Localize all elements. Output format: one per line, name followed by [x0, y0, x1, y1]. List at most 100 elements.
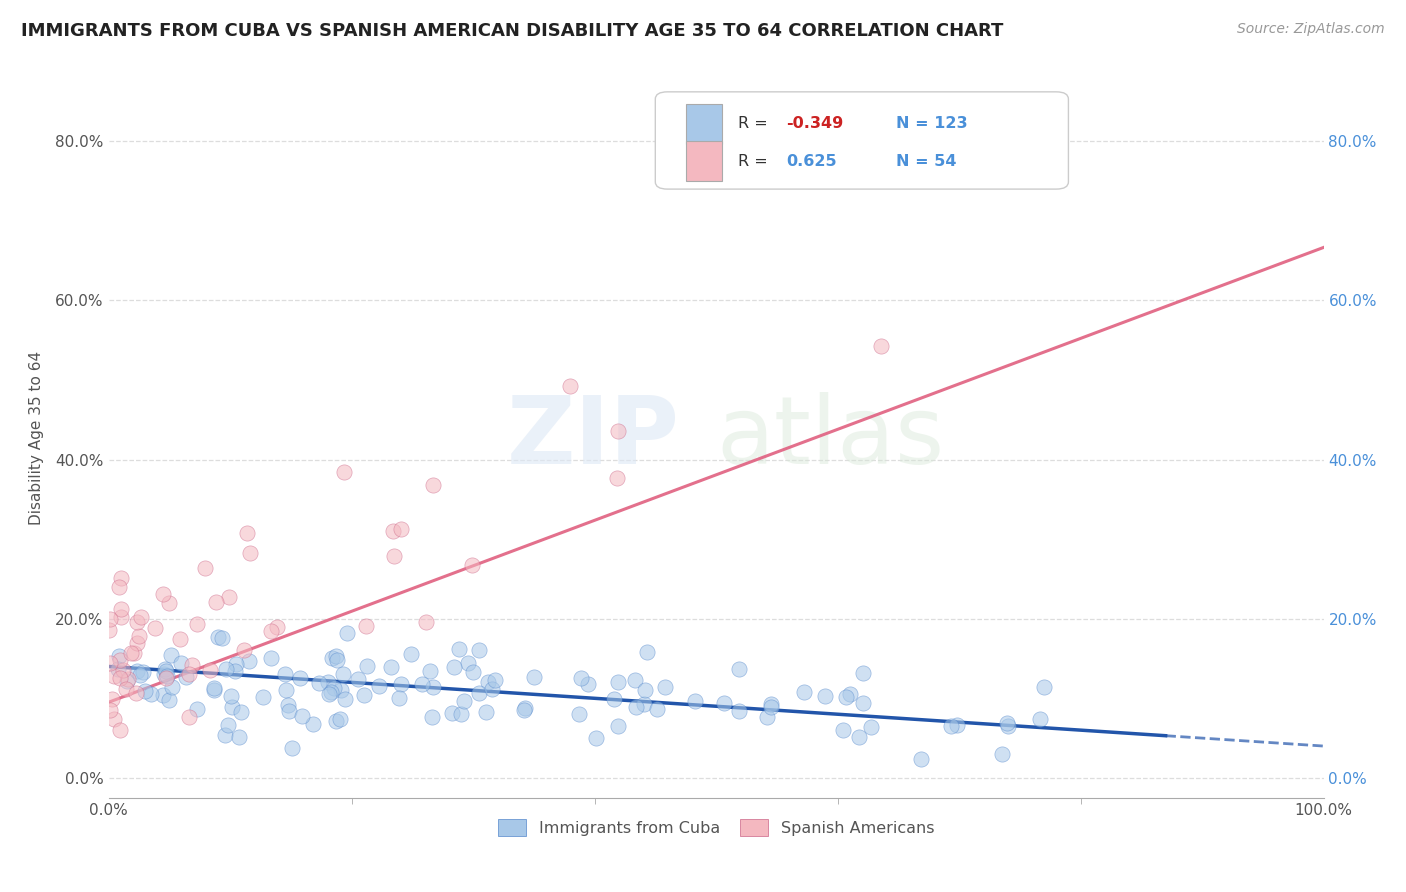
Point: [461, 665, 484, 680]
Point: [278, 704, 301, 718]
Point: [440, 706, 463, 720]
Point: [991, 747, 1014, 762]
Point: [411, 676, 433, 690]
Point: [568, 706, 591, 721]
Point: [368, 679, 391, 693]
Point: [461, 558, 484, 572]
Point: [145, 621, 167, 635]
Point: [852, 696, 875, 710]
Point: [218, 590, 240, 604]
Point: [450, 706, 472, 721]
Point: [997, 718, 1019, 732]
Point: [194, 561, 217, 575]
Point: [139, 687, 162, 701]
Point: [281, 740, 304, 755]
Point: [225, 657, 247, 671]
Point: [946, 718, 969, 732]
Point: [852, 666, 875, 681]
Point: [153, 662, 176, 676]
Point: [107, 581, 129, 595]
Point: [941, 719, 963, 733]
Point: [207, 630, 229, 644]
Point: [683, 694, 706, 708]
Point: [415, 615, 437, 629]
Point: [389, 522, 412, 536]
Point: [606, 470, 628, 484]
Point: [125, 636, 148, 650]
Point: [98, 656, 121, 670]
Point: [108, 649, 131, 664]
Point: [997, 716, 1019, 731]
FancyBboxPatch shape: [655, 92, 1069, 189]
Point: [326, 653, 349, 667]
Point: [353, 688, 375, 702]
Point: [607, 424, 630, 438]
Point: [202, 683, 225, 698]
Point: [108, 671, 131, 685]
Point: [607, 719, 630, 733]
Point: [155, 665, 177, 679]
Point: [107, 662, 129, 676]
Point: [117, 672, 139, 686]
Point: [239, 546, 262, 560]
Point: [108, 723, 131, 738]
Point: [1033, 680, 1056, 694]
Point: [318, 687, 340, 701]
Point: [231, 705, 253, 719]
Point: [329, 683, 352, 698]
Point: [420, 710, 443, 724]
Point: [453, 694, 475, 708]
Point: [122, 646, 145, 660]
Point: [814, 689, 837, 703]
Point: [152, 586, 174, 600]
Point: [110, 571, 132, 585]
Point: [603, 692, 626, 706]
Point: [214, 727, 236, 741]
Point: [274, 683, 297, 698]
Point: [356, 658, 378, 673]
Point: [848, 730, 870, 744]
Text: IMMIGRANTS FROM CUBA VS SPANISH AMERICAN DISABILITY AGE 35 TO 64 CORRELATION CHA: IMMIGRANTS FROM CUBA VS SPANISH AMERICAN…: [21, 22, 1004, 40]
Point: [468, 643, 491, 657]
Text: N = 123: N = 123: [896, 116, 967, 131]
Point: [157, 596, 180, 610]
Point: [129, 609, 152, 624]
Point: [115, 674, 138, 689]
Point: [103, 712, 125, 726]
Y-axis label: Disability Age 35 to 64: Disability Age 35 to 64: [30, 351, 44, 524]
Point: [585, 731, 607, 746]
Point: [356, 619, 378, 633]
Point: [302, 717, 325, 731]
Point: [120, 646, 142, 660]
Point: [170, 656, 193, 670]
Point: [560, 379, 582, 393]
Point: [98, 623, 121, 637]
Point: [484, 673, 506, 688]
Point: [523, 670, 546, 684]
Point: [606, 675, 628, 690]
Point: [654, 680, 676, 694]
Point: [125, 664, 148, 678]
Point: [468, 686, 491, 700]
Point: [152, 688, 174, 702]
Point: [221, 700, 243, 714]
Point: [325, 714, 347, 728]
Point: [181, 657, 204, 672]
Point: [713, 696, 735, 710]
Point: [219, 690, 242, 704]
Point: [202, 681, 225, 696]
Text: R =: R =: [738, 153, 773, 169]
Point: [380, 660, 402, 674]
Point: [443, 660, 465, 674]
Point: [211, 631, 233, 645]
Text: 0.625: 0.625: [786, 153, 837, 169]
Point: [308, 676, 330, 690]
Text: Source: ZipAtlas.com: Source: ZipAtlas.com: [1237, 22, 1385, 37]
Point: [235, 526, 257, 541]
Point: [647, 702, 669, 716]
Point: [115, 682, 138, 697]
Point: [457, 656, 479, 670]
Point: [419, 665, 441, 679]
Point: [755, 710, 778, 724]
Point: [316, 675, 339, 690]
